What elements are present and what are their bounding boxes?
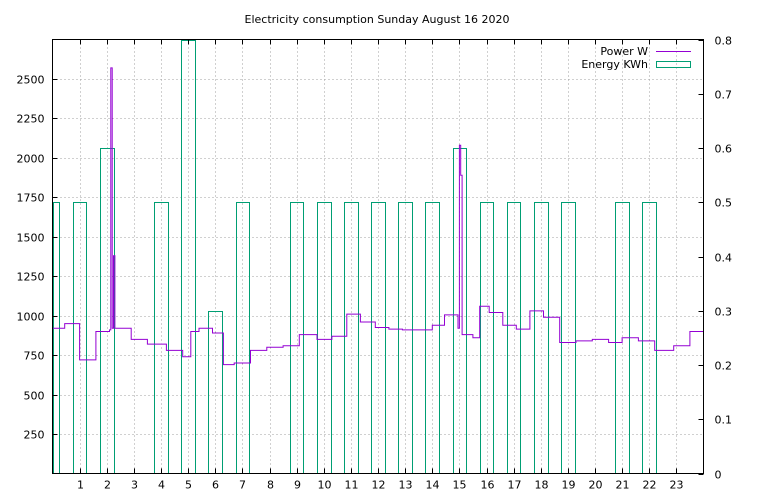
y-tick-label: 1500 [17,232,45,245]
x-tick-label: 20 [589,479,603,492]
energy-bar [344,202,359,474]
x-tick-label: 23 [670,479,684,492]
y-tick-label: 1250 [17,271,45,284]
y-tick-label: 1000 [17,311,45,324]
y2-tick-label: 0 [715,469,722,482]
x-tick-label: 12 [372,479,386,492]
y-tick-label: 1750 [17,192,45,205]
x-tick-label: 9 [294,479,301,492]
energy-bar [480,202,494,474]
energy-bar [507,202,521,474]
y-tick-label: 2250 [17,113,45,126]
grid [52,39,704,474]
x-tick-label: 15 [453,479,467,492]
y2-tick-label: 0.8 [715,35,733,48]
y2-tick-label: 0.6 [715,143,733,156]
y-tick-label: 2000 [17,153,45,166]
energy-bar [73,202,87,474]
x-axis: 1 2 3 4 5 6 7 8 9 10 11 12 13 14 15 16 17 18 19 20 21 22 23 [77,39,684,492]
y2-tick-label: 0.2 [715,360,733,373]
y-tick-label: 250 [24,429,45,442]
chart-title: Electricity consumption Sunday August 16… [245,13,510,26]
x-tick-label: 1 [77,479,84,492]
energy-bar [208,311,223,474]
energy-bar [154,202,169,474]
x-tick-label: 22 [643,479,657,492]
x-tick-label: 4 [158,479,165,492]
energy-bar [290,202,304,474]
energy-bar [236,202,250,474]
x-tick-label: 2 [104,479,111,492]
legend-swatch-energy [656,61,691,68]
x-tick-label: 14 [426,479,440,492]
energy-bar [534,202,549,474]
power-series-line [52,67,704,366]
x-tick-label: 19 [562,479,576,492]
x-tick-label: 16 [481,479,495,492]
y2-tick-label: 0.7 [715,89,733,102]
x-tick-label: 6 [212,479,219,492]
x-tick-label: 17 [508,479,522,492]
y-axis: 250 500 750 1000 1250 1500 1750 2000 2250 2500 [17,74,58,442]
y-tick-label: 500 [24,390,45,403]
x-tick-label: 10 [318,479,332,492]
x-tick-label: 5 [185,479,192,492]
energy-bar [425,202,440,474]
y2-tick-label: 0.3 [715,306,733,319]
energy-bar [317,202,332,474]
legend-label-power: Power W [600,45,648,58]
x-tick-label: 13 [399,479,413,492]
energy-bar [453,148,467,474]
energy-bar [53,202,60,474]
y-tick-label: 750 [24,350,45,363]
energy-bar [642,202,657,474]
y-tick-label: 2500 [17,74,45,87]
energy-bar [181,40,196,474]
energy-bar [371,202,386,474]
y2-tick-label: 0.1 [715,414,733,427]
x-tick-label: 18 [535,479,549,492]
energy-bar [561,202,576,474]
legend-label-energy: Energy KWh [581,58,648,71]
y2-tick-label: 0.5 [715,197,733,210]
y2-tick-label: 0.4 [715,252,733,265]
legend: Power W Energy KWh [581,45,691,71]
y2-axis: 0 0.1 0.2 0.3 0.4 0.5 0.6 0.7 0.8 [698,35,733,482]
x-tick-label: 3 [131,479,138,492]
x-tick-label: 11 [345,479,359,492]
x-tick-label: 7 [239,479,246,492]
energy-bar [398,202,413,474]
x-tick-label: 8 [267,479,274,492]
x-tick-label: 21 [616,479,630,492]
energy-series [53,40,657,474]
